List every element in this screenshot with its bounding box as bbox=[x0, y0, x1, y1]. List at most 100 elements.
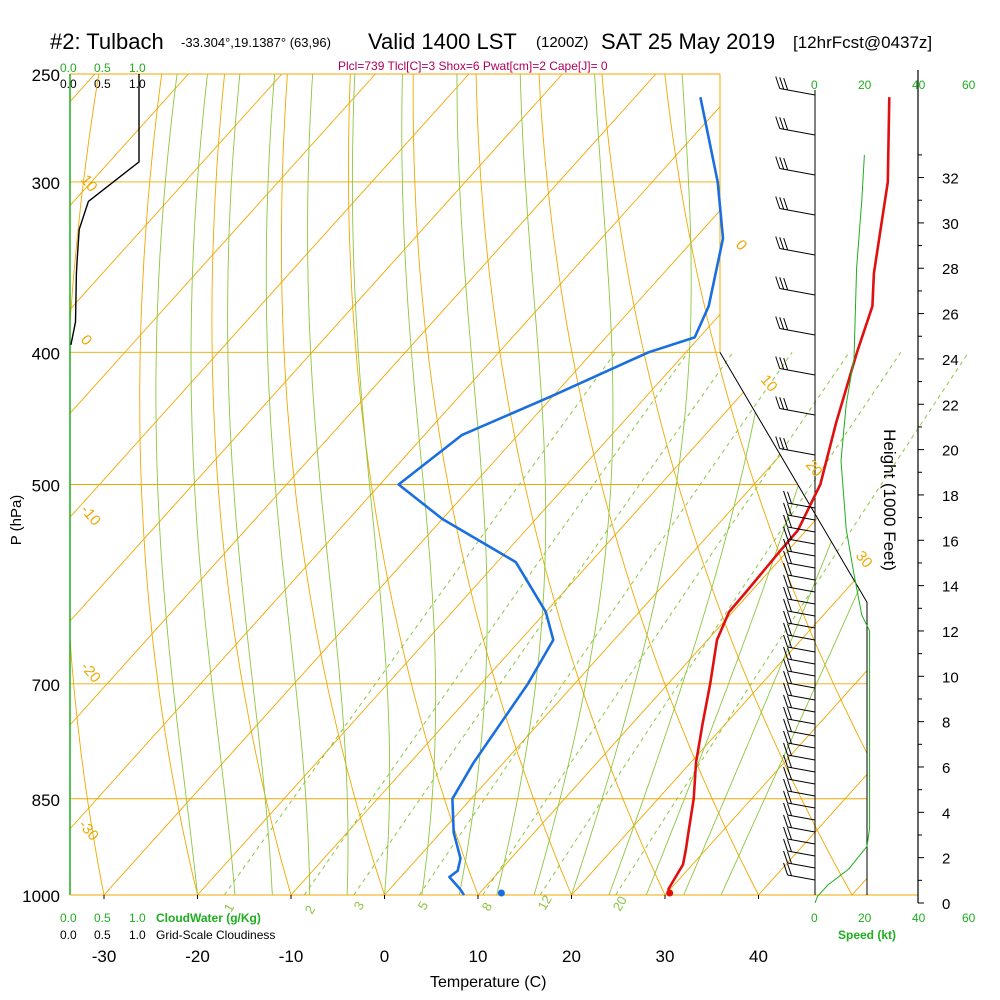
moist-adiabat-line bbox=[496, 74, 547, 895]
height-tick-label: 18 bbox=[942, 488, 959, 505]
wind-barb bbox=[783, 670, 816, 689]
height-tick-label: 14 bbox=[942, 579, 959, 596]
speed-scale-bottom-3: 60 bbox=[962, 911, 976, 925]
cloudwater-scale-top-1: 0.5 bbox=[94, 61, 111, 75]
mixing-ratio-line bbox=[539, 352, 902, 896]
dewpoint-profile-line bbox=[397, 96, 725, 896]
pressure-tick-label: 250 bbox=[32, 66, 60, 85]
wind-barb bbox=[783, 490, 816, 509]
dry-adiabat-line bbox=[475, 74, 666, 895]
mixing-ratio-label: 2 bbox=[302, 903, 319, 917]
height-tick-label: 6 bbox=[942, 760, 950, 777]
mixing-ratio-line bbox=[303, 352, 689, 896]
wind-barb bbox=[783, 850, 816, 869]
wind-barb bbox=[775, 196, 816, 216]
dry-adiabat-line bbox=[0, 74, 36, 895]
wind-barb bbox=[783, 562, 816, 581]
pressure-tick-label: 300 bbox=[32, 174, 60, 193]
dry-adiabat-line bbox=[139, 74, 198, 895]
surface-dewpoint-marker bbox=[497, 889, 505, 897]
x-axis-label: Temperature (C) bbox=[430, 974, 546, 991]
wind-barb bbox=[783, 766, 816, 785]
cloudiness-scale-bottom-0: 0.0 bbox=[60, 928, 77, 942]
temperature-tick-label: 20 bbox=[562, 947, 581, 966]
wind-barb bbox=[783, 538, 816, 557]
temperature-tick-label: -10 bbox=[279, 947, 304, 966]
isotherm-line bbox=[70, 74, 470, 895]
forecast-info: [12hrFcst@0437z] bbox=[793, 33, 932, 52]
isotherm-label: -10 bbox=[77, 502, 104, 530]
valid-date: SAT 25 May 2019 bbox=[601, 29, 775, 54]
mixing-ratio-lines bbox=[223, 352, 969, 896]
cloudiness-profile-line bbox=[70, 74, 140, 346]
wind-barb bbox=[783, 706, 816, 725]
isotherm-line bbox=[290, 74, 867, 895]
height-tick-label: 10 bbox=[942, 669, 959, 686]
height-tick-label: 4 bbox=[942, 805, 950, 822]
cloudwater-scale-top-0: 0.0 bbox=[60, 61, 77, 75]
wind-barb bbox=[783, 634, 816, 653]
moist-adiabat-line bbox=[683, 74, 867, 895]
moist-adiabat-line bbox=[351, 74, 391, 895]
mixing-ratio-line bbox=[223, 352, 616, 896]
wind-barb bbox=[775, 236, 816, 256]
temperature-tick-label: 10 bbox=[469, 947, 488, 966]
isotherm-line bbox=[70, 74, 657, 895]
height-tick-label: 20 bbox=[942, 443, 959, 460]
height-tick-label: 26 bbox=[942, 307, 959, 324]
wind-barb bbox=[783, 574, 816, 593]
moist-adiabat-line bbox=[155, 74, 198, 895]
wind-barb bbox=[783, 826, 816, 845]
speed-scale-bottom-0: 0 bbox=[811, 911, 818, 925]
mixing-ratio-line bbox=[482, 352, 850, 896]
moist-adiabat-line bbox=[307, 74, 349, 895]
height-tick-label: 22 bbox=[942, 397, 959, 414]
isotherm-label: 30 bbox=[852, 548, 876, 572]
wind-barb bbox=[783, 754, 816, 773]
height-tick-label: 24 bbox=[942, 352, 959, 369]
isotherm-label: 0 bbox=[732, 237, 750, 254]
temperature-profile-line bbox=[667, 97, 891, 896]
wind-barb bbox=[783, 586, 816, 605]
cloudwater-scale-bottom-1: 0.5 bbox=[94, 911, 111, 925]
cloudiness-scale-top-2: 1.0 bbox=[129, 77, 146, 91]
wind-barb bbox=[783, 502, 816, 521]
wind-barb bbox=[775, 276, 816, 296]
speed-scale-bottom-2: 40 bbox=[912, 911, 926, 925]
temperature-tick-label: 30 bbox=[656, 947, 675, 966]
valid-time: Valid 1400 LST bbox=[368, 29, 517, 54]
cloudiness-scale-top-0: 0.0 bbox=[60, 77, 77, 91]
speed-scale-top-3: 60 bbox=[962, 78, 976, 92]
wind-barb bbox=[783, 658, 816, 677]
wind-barb bbox=[783, 862, 816, 881]
cloudiness-scale-top-1: 0.5 bbox=[94, 77, 111, 91]
mixing-ratio-label: 5 bbox=[415, 899, 432, 913]
isotherm-line bbox=[70, 74, 376, 895]
mixing-ratio-label: 12 bbox=[535, 892, 555, 912]
isotherm-line bbox=[70, 74, 283, 895]
temperature-tick-label: -30 bbox=[92, 947, 117, 966]
wind-barb bbox=[775, 76, 816, 96]
wind-barb bbox=[783, 814, 816, 833]
cloudiness-scale-bottom-2: 1.0 bbox=[129, 928, 146, 942]
isotherm-line bbox=[384, 74, 867, 895]
isotherm-line bbox=[70, 74, 750, 895]
pressure-tick-label: 700 bbox=[32, 676, 60, 695]
mixing-ratio-label: 20 bbox=[610, 893, 630, 913]
wind-barb bbox=[783, 730, 816, 749]
cloudwater-scale-bottom-2: 1.0 bbox=[129, 911, 146, 925]
temperature-tick-label: -20 bbox=[185, 947, 210, 966]
dry-adiabat-line bbox=[601, 74, 853, 895]
isotherm-line bbox=[70, 74, 563, 895]
height-axis-label: Height (1000 Feet) bbox=[880, 429, 899, 571]
wind-barb bbox=[783, 802, 816, 821]
wind-barb bbox=[775, 436, 816, 456]
wind-barb bbox=[775, 116, 816, 136]
moist-adiabat-line bbox=[720, 74, 867, 895]
moist-adiabat-line bbox=[456, 74, 488, 895]
pressure-tick-label: 850 bbox=[32, 791, 60, 810]
dry-adiabat-line bbox=[211, 74, 292, 895]
cloudwater-scale-top-2: 1.0 bbox=[129, 61, 146, 75]
height-tick-label: 8 bbox=[942, 715, 950, 732]
isotherm-line bbox=[851, 74, 867, 895]
